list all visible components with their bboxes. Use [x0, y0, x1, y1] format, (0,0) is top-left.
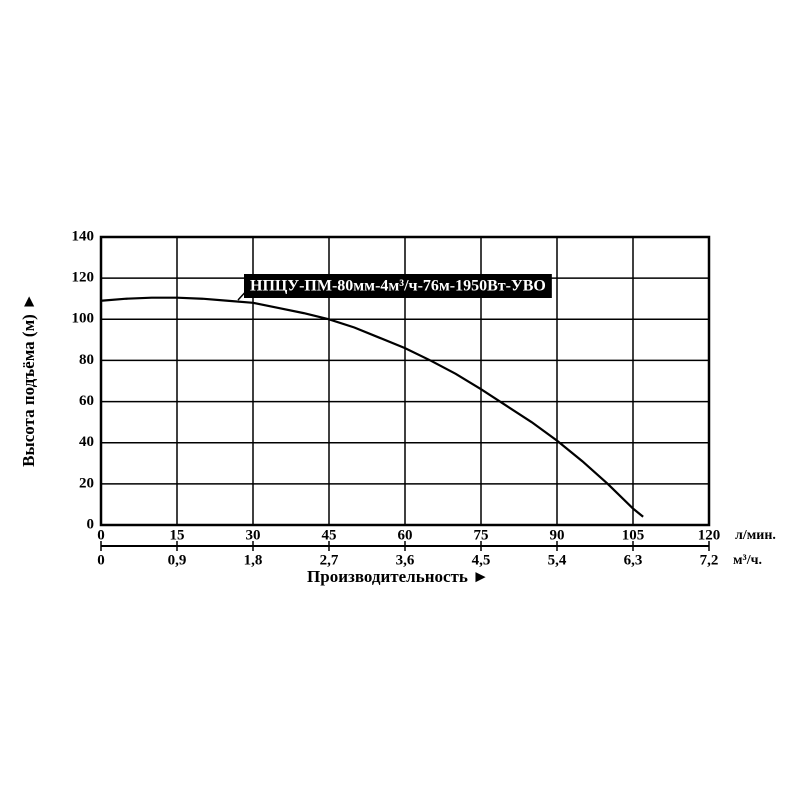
x2-tick-label: 2,7 [320, 552, 339, 568]
x-tick-label: 30 [246, 527, 261, 543]
x-tick-label: 60 [398, 527, 413, 543]
y-tick-label: 120 [72, 270, 95, 286]
x-axis-title: Производительность ► [307, 567, 489, 586]
x2-tick-label: 6,3 [624, 552, 643, 568]
y-tick-label: 100 [72, 311, 95, 327]
series-label-box [244, 274, 552, 298]
x2-tick-label: 4,5 [472, 552, 491, 568]
x-tick-label: 105 [622, 527, 645, 543]
x-tick-label: 120 [698, 527, 721, 543]
x-unit: л/мин. [735, 528, 776, 543]
y-tick-label: 140 [72, 228, 95, 244]
x2-tick-label: 5,4 [548, 552, 567, 568]
curve [100, 296, 644, 518]
y-axis-title: Высота подъёма (м) ► [19, 293, 38, 467]
x-tick-label: 75 [474, 527, 489, 543]
x2-tick-label: 7,2 [700, 552, 719, 568]
x2-tick-label: 0,9 [168, 552, 187, 568]
x-tick-label: 15 [170, 527, 185, 543]
x2-unit: м³/ч. [733, 553, 762, 568]
plot-frame [99, 235, 711, 527]
y-tick-label: 80 [79, 352, 94, 368]
y-tick-label: 20 [79, 475, 94, 491]
y-tick-label: 0 [87, 516, 95, 532]
y-tick-label: 40 [79, 434, 94, 450]
x2-tick-label: 1,8 [244, 552, 263, 568]
series-label: НПЦУ-ПМ-80мм-4м³/ч-76м-1950Вт-УВО [250, 278, 546, 295]
x-tick-label: 0 [97, 527, 105, 543]
x2-tick-label: 0 [97, 552, 105, 568]
y-tick-label: 60 [79, 393, 94, 409]
x-tick-label: 45 [322, 527, 337, 543]
x-tick-label: 90 [550, 527, 565, 543]
x2-tick-label: 3,6 [396, 552, 415, 568]
